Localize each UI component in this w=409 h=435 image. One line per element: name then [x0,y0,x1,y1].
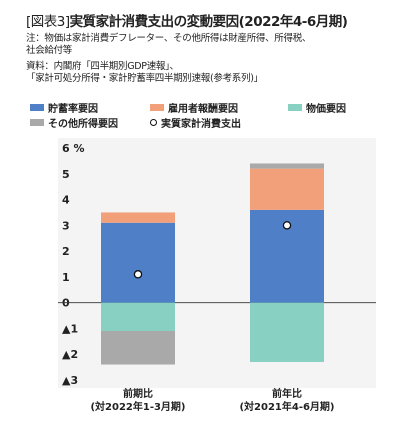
y-tick-label: 3 [62,219,70,232]
y-tick-label: 6 % [62,142,85,155]
chart-title: [図表3]実質家計消費支出の変動要因(2022年4-6月期) [26,10,348,30]
consumption-marker [282,221,292,230]
bar-employee [101,212,175,223]
legend-marker-consumption [150,119,157,126]
y-tick-label: 4 [62,194,70,207]
legend-swatch-other [30,119,44,126]
legend-item-savings: 貯蓄率要因 [30,100,98,115]
x-category-label: 前年比 [272,387,302,400]
legend-item-consumption: 実質家計消費支出 [150,115,241,130]
x-category-label: 前期比 [123,387,153,400]
legend-swatch-price [288,104,302,111]
x-category-label: (対2021年4-6月期) [239,400,334,413]
note-line-2: 社会給付等 [26,45,73,56]
y-tick-label: ▲3 [62,374,78,387]
bar-savings [101,222,175,303]
y-tick-label: 2 [62,245,70,258]
figure-tag: [図表3] [26,14,70,30]
legend-label-price: 物価要因 [306,104,346,115]
source-line-1: 資料：内閣府「四半期別GDP速報」、 [26,61,179,72]
y-tick-label: 5 [62,168,70,181]
legend-item-price: 物価要因 [288,100,346,115]
x-category-label: (対2022年1-3月期) [90,400,185,413]
source-line-2: 「家計可処分所得・家計貯蓄率四半期別速報(参考系列)」 [26,73,263,84]
legend-label-consumption: 実質家計消費支出 [161,119,241,130]
legend-item-employee: 雇用者報酬要因 [150,100,238,115]
y-tick-label: 1 [62,271,70,284]
note-line-1: 注：物価は家計消費デフレーター、その他所得は財産所得、所得税、 [26,33,312,44]
bar-other [101,331,175,365]
legend-label-savings: 貯蓄率要因 [48,104,98,115]
bar-price [250,302,324,362]
legend-item-other: その他所得要因 [30,115,118,130]
y-tick-label: 0 [62,297,70,310]
bar-employee [250,168,324,210]
legend-label-other: その他所得要因 [48,119,118,130]
legend-swatch-savings [30,104,44,111]
bar-price [101,302,175,332]
consumption-marker [133,270,143,279]
title-text: 実質家計消費支出の変動要因(2022年4-6月期) [69,14,348,30]
legend-swatch-employee [150,104,164,111]
legend-label-employee: 雇用者報酬要因 [168,104,238,115]
y-tick-label: ▲1 [62,322,78,335]
bar-other [250,163,324,169]
y-tick-label: ▲2 [62,348,78,361]
